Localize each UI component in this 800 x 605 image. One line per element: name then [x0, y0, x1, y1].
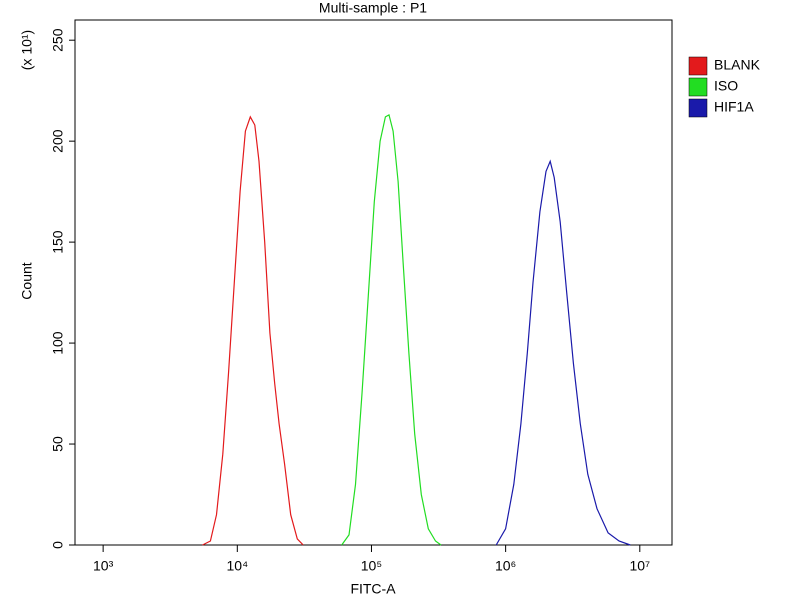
chart-title: Multi-sample : P1: [319, 0, 427, 16]
plot-frame: [74, 19, 673, 546]
series-line: [341, 113, 442, 546]
y-axis-label: Count: [19, 262, 35, 299]
x-tick-label: 10⁴: [227, 558, 249, 574]
y-tick-label: 200: [50, 129, 66, 153]
legend-swatch: [688, 56, 708, 76]
legend-swatch: [688, 98, 708, 118]
y-tick-label: 0: [50, 541, 66, 549]
series-line: [495, 159, 631, 546]
legend-swatch: [688, 77, 708, 97]
y-annotation: (x 10¹): [19, 30, 35, 70]
series-line: [202, 115, 304, 546]
legend-label: HIF1A: [714, 99, 754, 115]
y-tick-label: 250: [50, 28, 66, 52]
y-tick-label: 50: [50, 436, 66, 452]
legend-label: ISO: [714, 78, 738, 94]
x-tick-label: 10³: [93, 558, 114, 574]
y-tick-label: 100: [50, 331, 66, 355]
x-tick-label: 10⁷: [629, 558, 650, 574]
y-tick-label: 150: [50, 230, 66, 254]
legend-label: BLANK: [714, 57, 761, 73]
x-axis-label: FITC-A: [350, 581, 396, 597]
x-tick-label: 10⁵: [361, 558, 382, 574]
x-tick-label: 10⁶: [495, 558, 516, 574]
